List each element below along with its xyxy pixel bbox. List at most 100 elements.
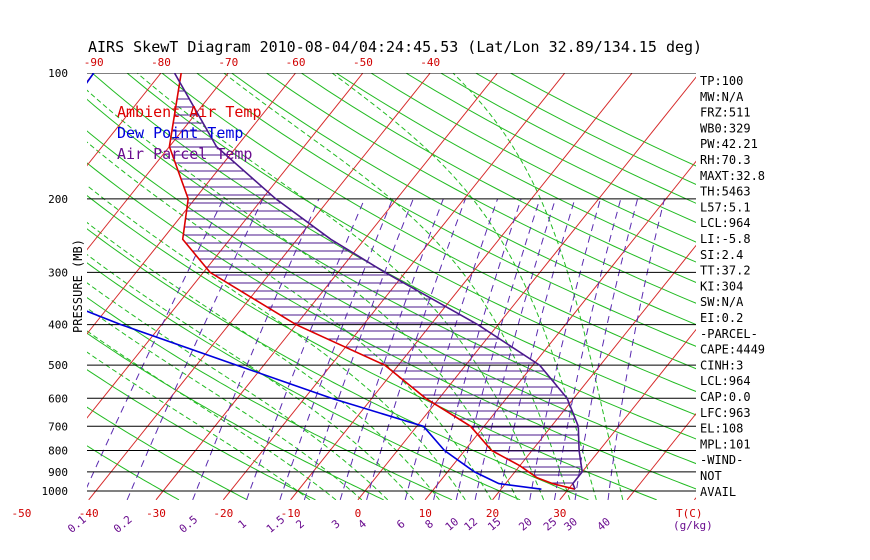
dry-adiabat-line: [87, 262, 521, 500]
bottom-temp-tick-label: 30: [553, 507, 566, 520]
pressure-tick-label: 200: [48, 193, 68, 206]
top-temp-tick-label: -70: [218, 56, 238, 69]
top-temp-tick-label: -90: [84, 56, 104, 69]
stability-index-label: L57:5.1: [700, 200, 751, 214]
stability-index-label: TH:5463: [700, 185, 751, 199]
stability-index-label: AVAIL: [700, 485, 736, 499]
stability-index-label: LCL:964: [700, 216, 751, 230]
dry-adiabat-line: [87, 130, 696, 465]
bottom-temp-tick-label: -50: [11, 507, 31, 520]
bottom-temp-tick-label: 0: [355, 507, 362, 520]
pressure-tick-label: 600: [48, 392, 68, 405]
moist-adiabat-line: [87, 253, 414, 500]
legend-label: Air Parcel Temp: [117, 145, 252, 163]
mixing-ratio-line: [126, 198, 264, 500]
mixing-ratio-label: 3: [329, 517, 342, 531]
mixing-ratio-line: [455, 198, 541, 500]
dry-adiabat-line: [87, 194, 657, 500]
dry-adiabat-line: [87, 406, 248, 500]
dewpoint-temp-line: [87, 73, 542, 490]
stability-index-label: CAPE:4449: [700, 343, 765, 357]
plot-area: [87, 73, 696, 500]
dry-adiabat-line: [87, 369, 316, 500]
mixing-ratio-line: [554, 198, 622, 500]
moist-adiabat-line: [136, 73, 545, 500]
moist-adiabat-line: [87, 351, 311, 500]
stability-index-label: FRZ:511: [700, 106, 751, 120]
pressure-tick-label: 700: [48, 420, 68, 433]
chart-title: AIRS SkewT Diagram 2010-08-04/04:24:45.5…: [88, 38, 702, 56]
mixing-ratio-label: 0.5: [177, 513, 201, 536]
isotherm-line: [87, 73, 296, 335]
dry-adiabat-line: [266, 73, 696, 304]
moist-adiabat-line: [223, 73, 571, 500]
dry-adiabat-line: [405, 73, 696, 224]
stability-index-label: CAP:0.0: [700, 390, 751, 404]
mixing-ratio-line: [339, 198, 444, 500]
profile-series: [87, 73, 584, 490]
mixing-ratio-line: [87, 198, 224, 489]
mixing-ratio-label: 4: [356, 517, 370, 531]
isotherm-line: [290, 73, 633, 500]
stability-index-label: LCL:964: [700, 374, 751, 388]
ambient-temp-line: [168, 73, 576, 490]
moist-adiabat-line: [452, 73, 624, 500]
pressure-tick-label: 1000: [42, 485, 69, 498]
dry-adiabat-line: [231, 73, 696, 326]
pressure-tick-label: 400: [48, 319, 68, 332]
stability-index-label: LFC:963: [700, 406, 751, 420]
mixing-ratio-line: [404, 198, 499, 500]
mixing-ratio-label: 20: [516, 515, 535, 533]
bottom-temp-tick-label: 10: [419, 507, 432, 520]
stability-index-label: MAXT:32.8: [700, 169, 765, 183]
moist-adiabat-line: [331, 73, 597, 500]
pressure-tick-label: 800: [48, 444, 68, 457]
mixing-ratio-unit: (g/kg): [673, 519, 713, 532]
stability-index-label: PW:42.21: [700, 137, 758, 151]
stability-index-label: TP:100: [700, 74, 743, 88]
bottom-temp-unit: T(C): [676, 507, 703, 520]
mixing-ratio-label: 8: [423, 517, 436, 531]
mixing-ratio-lines: [87, 198, 665, 500]
isotherm-line: [492, 244, 696, 500]
dry-adiabat-line: [161, 73, 696, 370]
moist-adiabat-line: [87, 221, 440, 500]
cape-hatching: [169, 82, 582, 484]
mixing-ratio-label: 40: [595, 515, 614, 533]
pressure-tick-label: 100: [48, 67, 68, 80]
stability-index-label: LI:-5.8: [700, 232, 751, 246]
mixing-ratio-label: 12: [462, 515, 481, 533]
mixing-ratio-label: 10: [443, 515, 462, 533]
top-temp-tick-label: -80: [151, 56, 171, 69]
y-axis-label: PRESSURE (MB): [71, 239, 85, 333]
mixing-ratio-label: 6: [394, 517, 407, 531]
isotherm-line: [87, 73, 364, 419]
stability-index-label: TT:37.2: [700, 264, 751, 278]
mixing-ratio-label: 2: [293, 517, 306, 531]
stability-index-label: SW:N/A: [700, 295, 744, 309]
stability-index-label: CINH:3: [700, 358, 743, 372]
top-temp-tick-label: -60: [286, 56, 306, 69]
mixing-ratio-line: [607, 198, 665, 500]
mixing-ratio-line: [433, 198, 522, 500]
pressure-tick-label: 300: [48, 266, 68, 279]
stability-index-label: -PARCEL-: [700, 327, 758, 341]
legend: Ambient Air Temp Dew Point Temp Air Parcel…: [117, 103, 262, 163]
mixing-ratio-line: [192, 198, 320, 500]
dry-adiabat-line: [440, 73, 696, 204]
mixing-ratio-line: [574, 198, 639, 500]
dry-adiabat-line: [91, 73, 696, 416]
dry-adiabat-line: [126, 73, 696, 393]
mixing-ratio-line: [279, 198, 394, 500]
mixing-ratio-line: [246, 198, 365, 500]
isotherm-line: [626, 412, 696, 500]
mixing-ratio-line: [474, 198, 556, 500]
isotherm-line: [424, 160, 696, 500]
mixing-ratio-line: [303, 198, 414, 500]
dry-adiabat-line: [87, 228, 589, 500]
isotherm-line: [155, 73, 498, 500]
isotherm-line: [87, 73, 162, 167]
legend-label: Dew Point Temp: [117, 124, 243, 142]
